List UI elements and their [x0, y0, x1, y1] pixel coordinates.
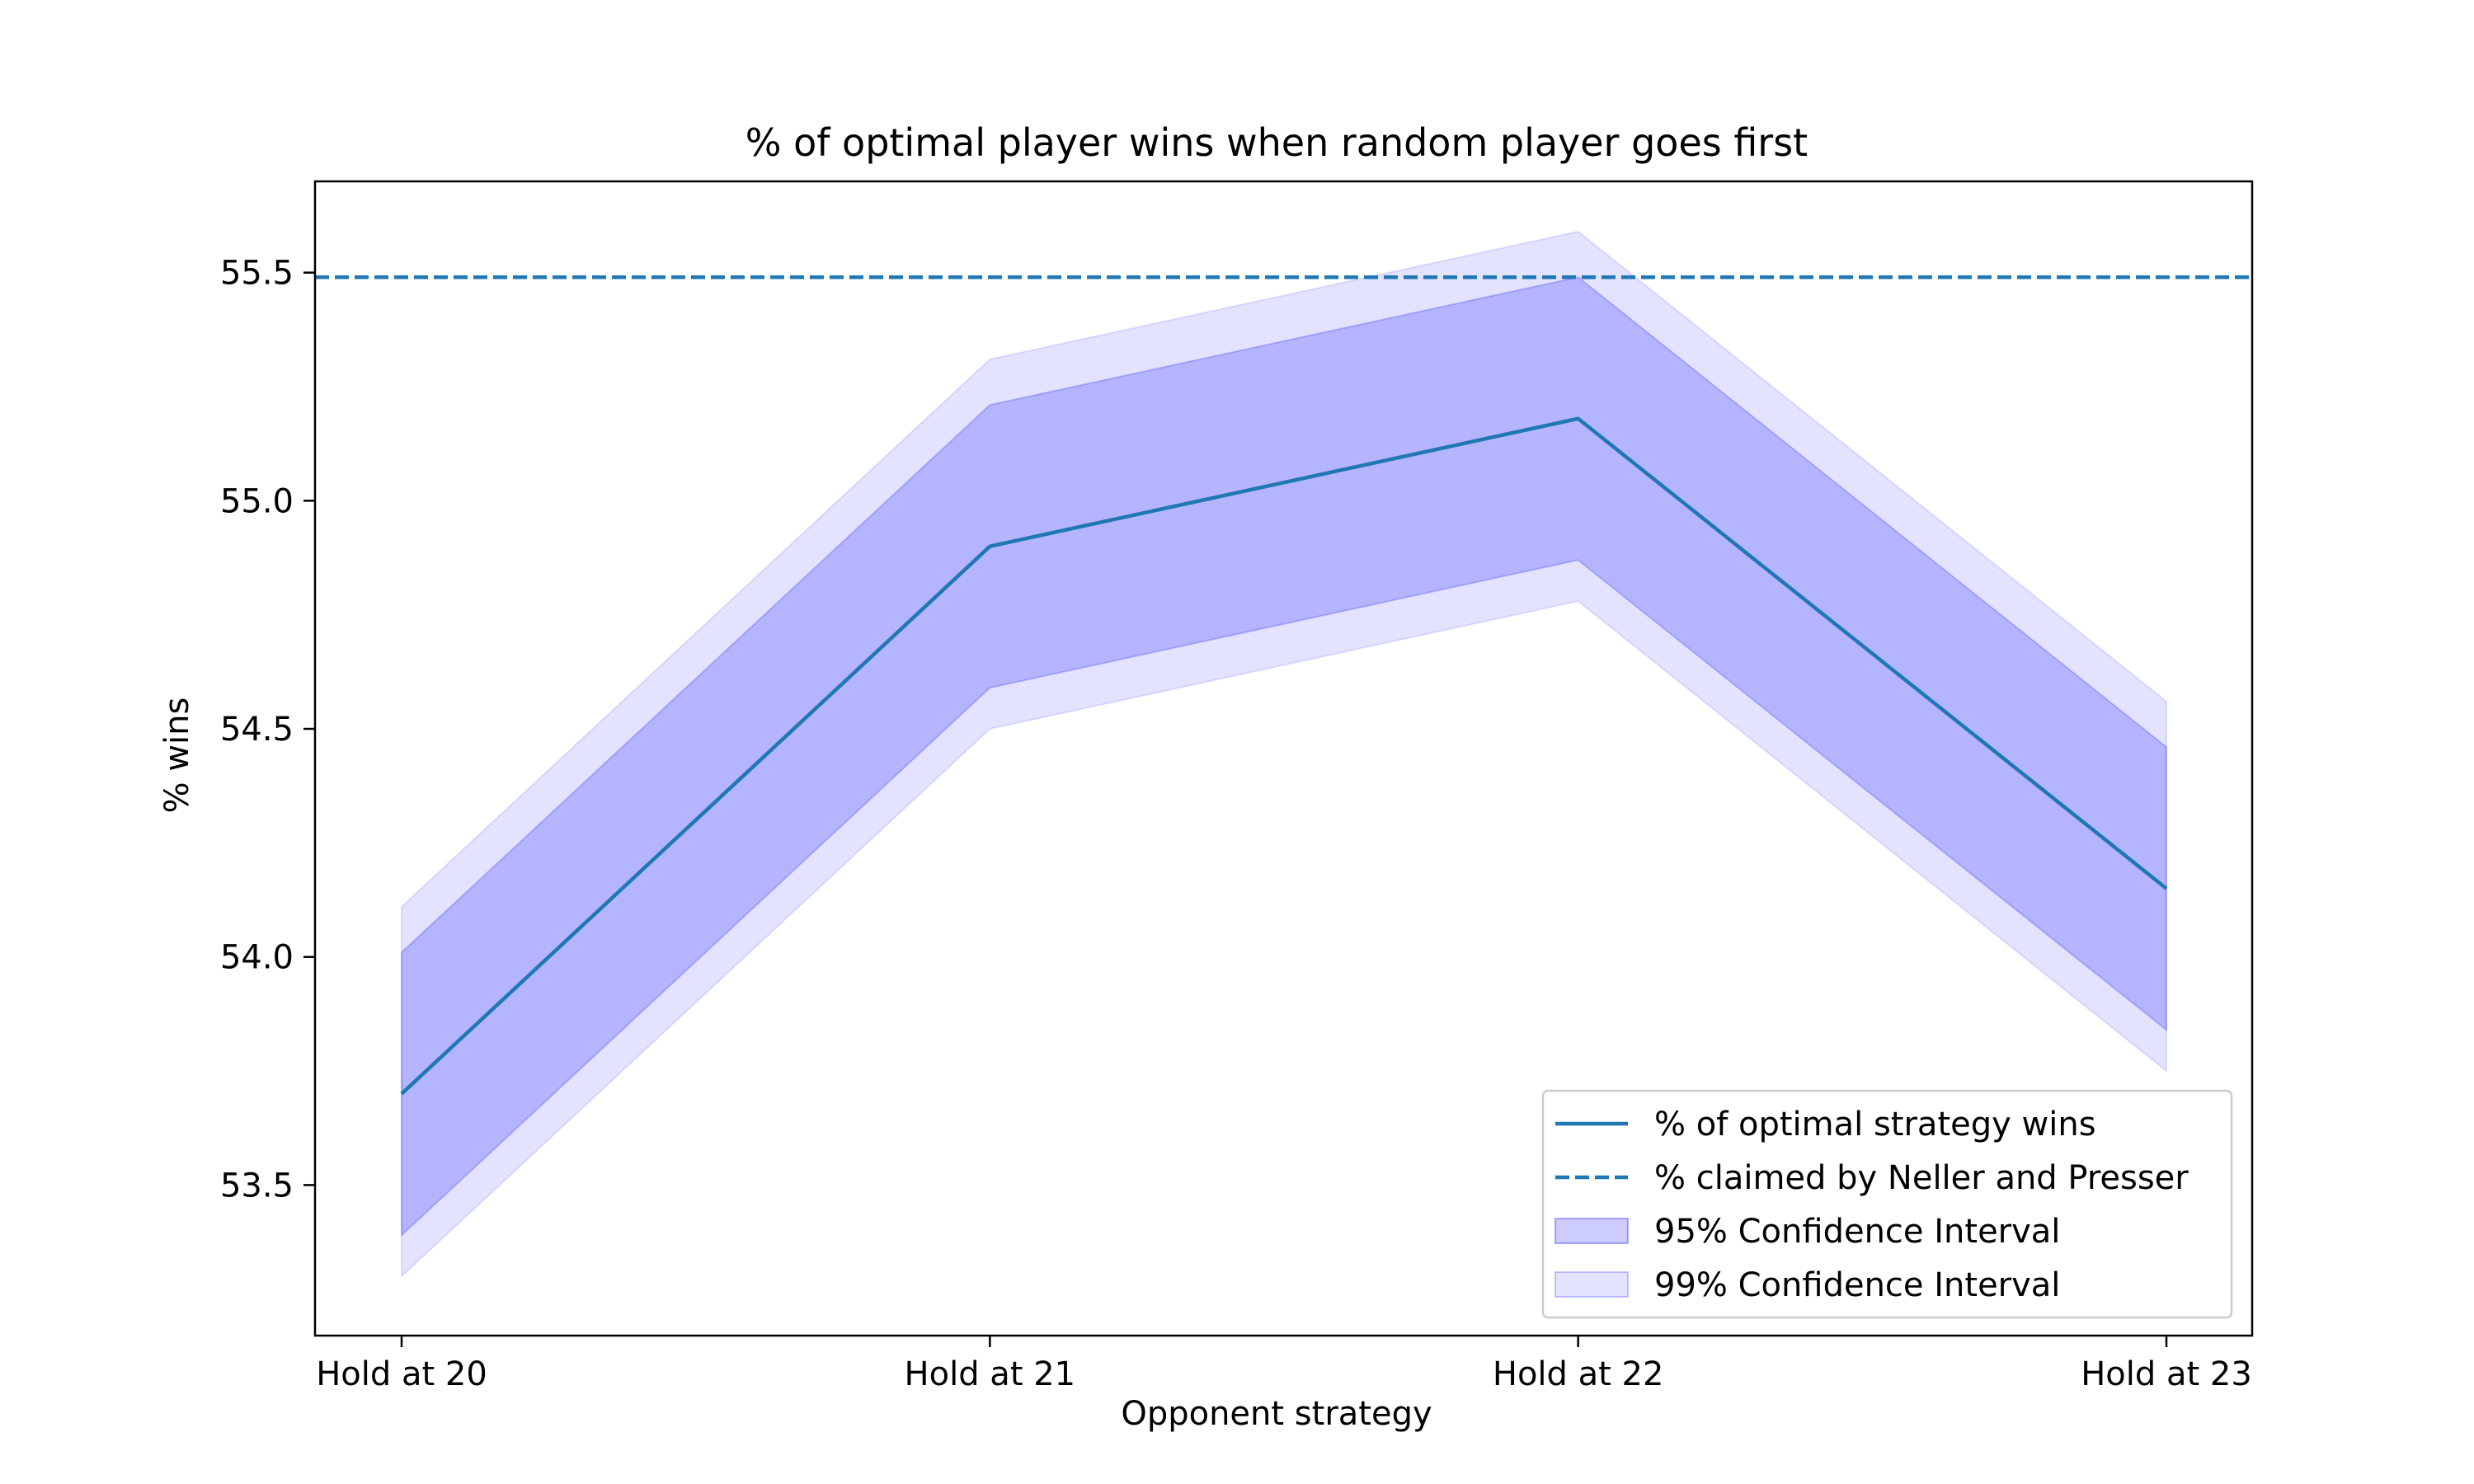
- band-ci-95: [401, 276, 2167, 1237]
- legend: % of optimal strategy wins % claimed by N…: [1541, 1089, 2233, 1319]
- band-ci-99: [401, 230, 2167, 1279]
- x-tick-label: Hold at 23: [2081, 1355, 2252, 1393]
- x-tick-label: Hold at 22: [1493, 1355, 1664, 1393]
- y-tick-label: 55.5: [220, 255, 294, 293]
- x-axis-label: Opponent strategy: [1121, 1395, 1432, 1433]
- y-axis: 53.5 54.0 54.5 55.0 55.5: [220, 255, 315, 1205]
- x-tick-label: Hold at 21: [905, 1355, 1076, 1393]
- y-axis-label: % wins: [158, 697, 196, 814]
- plot-frame: [313, 180, 2254, 1337]
- series-line-0: [400, 416, 2168, 1096]
- y-tick-label: 53.5: [220, 1167, 294, 1205]
- chart-title: % of optimal player wins when random pla…: [745, 120, 1808, 165]
- legend-label: % claimed by Neller and Presser: [1654, 1159, 2189, 1197]
- legend-box: [1541, 1089, 2233, 1319]
- legend-label: 99% Confidence Interval: [1654, 1266, 2060, 1304]
- legend-swatch: [1554, 1218, 1629, 1244]
- x-axis: Hold at 20 Hold at 21 Hold at 22 Hold at 23: [316, 1336, 2252, 1393]
- y-tick-label: 55.0: [220, 482, 294, 520]
- legend-label: 95% Confidence Interval: [1654, 1213, 2060, 1251]
- x-tick-label: Hold at 20: [316, 1355, 487, 1393]
- plot-area: [313, 180, 2254, 1337]
- legend-swatch: [1554, 1271, 1629, 1298]
- y-tick-label: 54.0: [220, 939, 294, 977]
- y-tick-label: 54.5: [220, 711, 294, 749]
- series-lines: [315, 275, 2252, 1096]
- legend-label: % of optimal strategy wins: [1654, 1106, 2096, 1144]
- confidence-bands: [401, 230, 2167, 1279]
